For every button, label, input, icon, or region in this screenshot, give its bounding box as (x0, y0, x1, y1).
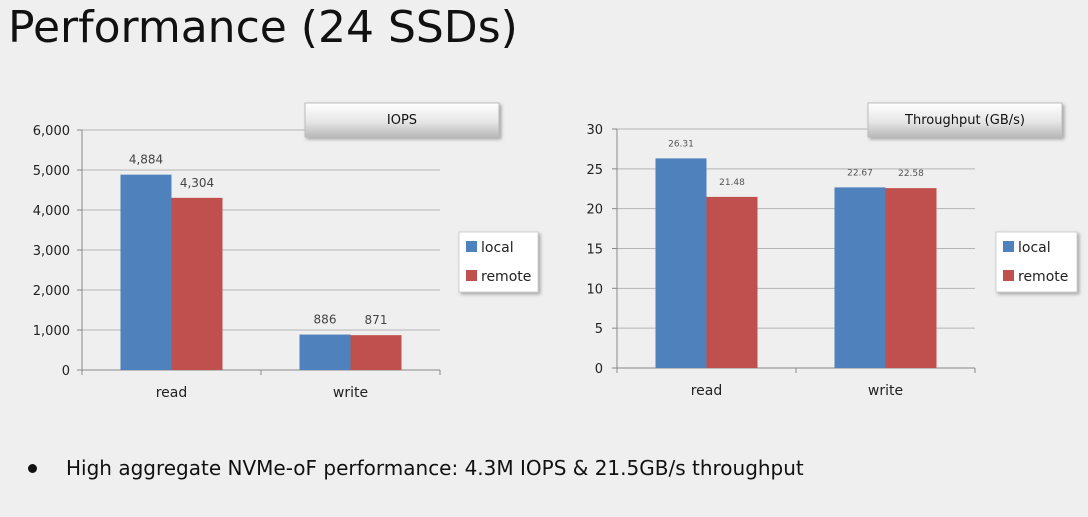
bar-local-write (299, 334, 351, 370)
bar-local-read (120, 174, 172, 370)
bar-local-write (834, 187, 886, 368)
y-tick-label: 3,000 (33, 244, 70, 259)
legend-swatch-local (1003, 241, 1014, 252)
data-label: 26.31 (668, 139, 694, 149)
legend-swatch-remote (466, 270, 477, 281)
chart-title: IOPS (387, 113, 417, 128)
bullet-dot (28, 463, 37, 473)
legend-label-remote: remote (1018, 269, 1068, 285)
y-tick-label: 5,000 (33, 164, 70, 179)
slide-title: Performance (24 SSDs) (8, 2, 518, 53)
x-category-label: read (156, 385, 188, 401)
bullet-text: High aggregate NVMe-oF performance: 4.3M… (66, 456, 804, 480)
legend-swatch-remote (1003, 270, 1014, 281)
data-label: 4,884 (129, 153, 163, 167)
y-tick-label: 10 (586, 282, 603, 297)
y-tick-label: 1,000 (33, 324, 70, 339)
bar-remote-write (885, 188, 937, 368)
y-tick-label: 0 (595, 362, 603, 377)
y-tick-label: 30 (586, 123, 603, 138)
legend-label-local: local (1018, 240, 1051, 256)
bullet-point: High aggregate NVMe-oF performance: 4.3M… (28, 456, 804, 480)
data-label: 22.58 (898, 169, 924, 179)
data-label: 22.67 (847, 168, 873, 178)
data-label: 21.48 (719, 178, 745, 188)
chart-title: Throughput (GB/s) (904, 113, 1025, 128)
y-tick-label: 2,000 (33, 284, 70, 299)
y-tick-label: 20 (586, 203, 603, 218)
x-category-label: write (868, 383, 903, 399)
bar-local-read (655, 158, 707, 368)
y-tick-label: 15 (586, 243, 603, 258)
bar-remote-write (350, 335, 402, 370)
y-tick-label: 4,000 (33, 204, 70, 219)
data-label: 871 (365, 313, 388, 327)
chart-iops: 0 1,000 2,000 3,000 4,000 5,000 6,000 read 4,884… (33, 102, 539, 401)
x-category-label: read (691, 383, 723, 399)
chart-title-badge (304, 102, 500, 138)
data-label: 4,304 (180, 176, 214, 190)
chart-title-badge (867, 102, 1063, 138)
y-tick-label: 25 (586, 163, 603, 178)
legend-label-local: local (481, 240, 514, 256)
legend-swatch-local (466, 241, 477, 252)
legend-label-remote: remote (481, 269, 531, 285)
data-label: 886 (314, 313, 337, 327)
bar-remote-read (706, 196, 758, 368)
bar-remote-read (171, 197, 223, 370)
x-category-label: write (333, 385, 368, 401)
chart-throughput: 0 5 10 15 20 25 30 read 26.31 21.48 write 22.67 22.5… (586, 102, 1078, 399)
y-tick-label: 0 (62, 364, 70, 379)
y-tick-label: 6,000 (33, 124, 70, 139)
y-tick-label: 5 (595, 322, 603, 337)
